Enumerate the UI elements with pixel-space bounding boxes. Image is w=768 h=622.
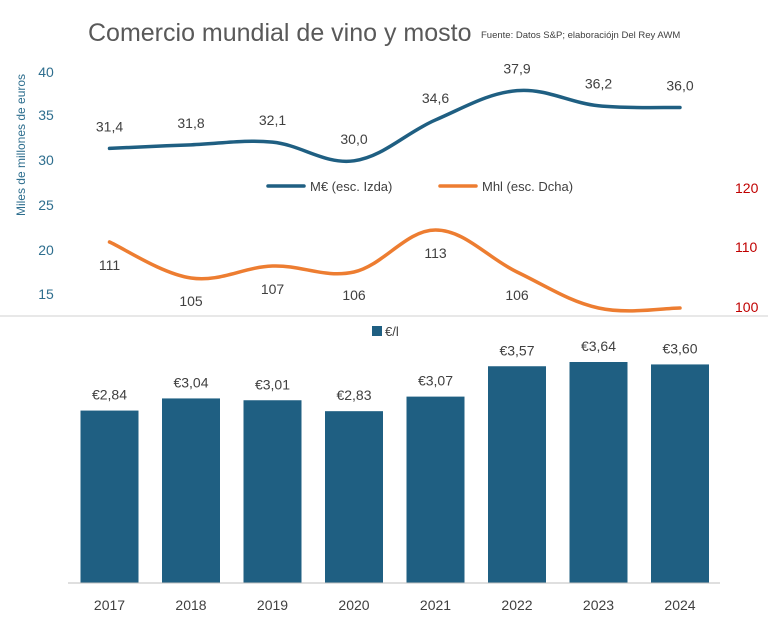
chart-title: Comercio mundial de vino y mosto [88,19,472,47]
bar [243,400,302,583]
left-axis-tick: 20 [38,242,54,258]
eur-data-label: 36,2 [585,76,612,92]
eur-data-label: 34,6 [422,90,449,106]
x-axis-ticks: 2017 2018 2019 2020 2021 2022 2023 2024 [94,597,696,613]
series-eur: 31,4 31,8 32,1 30,0 34,6 37,9 36,2 36,0 [96,61,694,164]
line-legend: M€ (esc. Izda) Mhl (esc. Dcha) [266,179,573,194]
x-axis-tick: 2020 [338,597,369,613]
bar-data-label: €3,57 [499,342,534,358]
left-axis-tick: 15 [38,286,54,302]
right-axis-tick: 110 [735,239,758,255]
right-axis-tick: 120 [735,180,759,196]
eur-data-label: 31,8 [177,115,204,131]
legend-mhl-label: Mhl (esc. Dcha) [482,179,573,194]
chart-source: Fuente: Datos S&P; elaboracióјn Del Rey … [481,30,680,41]
bar [569,362,628,583]
mhl-data-label: 111 [99,257,120,273]
left-axis-tick: 40 [38,64,54,80]
x-axis-tick: 2024 [664,597,695,613]
left-axis-title: Miles de millones de euros [14,74,28,216]
mhl-data-label: 106 [342,287,366,303]
right-axis-tick: 100 [735,299,759,315]
bar [406,396,465,583]
eur-data-label: 31,4 [96,118,123,134]
eur-data-label: 30,0 [340,131,367,147]
bar-data-label: €3,04 [173,374,208,390]
eur-data-label: 32,1 [259,112,286,128]
series-mhl: 111 105 107 106 113 106 [99,228,682,313]
x-axis-tick: 2019 [257,597,288,613]
bar-data-label: €3,01 [255,376,290,392]
x-axis-tick: 2017 [94,597,125,613]
eur-data-label: 36,0 [666,78,693,94]
legend-bar-swatch [372,326,382,336]
bar-series: €2,84 €3,04 €3,01 €2,83 €3,07 €3,57 €3,64 €3,60 [80,338,709,583]
x-axis-tick: 2023 [583,597,614,613]
bar-data-label: €3,60 [662,340,697,356]
left-axis-tick: 35 [38,107,54,123]
eur-line [107,88,682,164]
bar-data-label: €2,84 [92,387,127,403]
left-axis-ticks: 40 35 30 25 20 15 [38,64,54,302]
eur-data-label: 37,9 [503,61,530,77]
bar [162,398,220,583]
mhl-data-label: 113 [424,245,447,261]
bar [80,410,139,583]
mhl-data-label: 107 [261,281,285,297]
x-axis-tick: 2021 [420,597,451,613]
bar-data-label: €3,07 [418,373,453,389]
bar-data-label: €3,64 [581,338,616,354]
x-axis-tick: 2022 [501,597,532,613]
right-axis-ticks: 120 110 100 [735,180,759,315]
left-axis-tick: 30 [38,152,54,168]
bar [488,366,546,583]
mhl-data-label: 106 [505,287,529,303]
bar-legend: €/l [372,324,399,339]
bar [651,364,709,583]
legend-eur-label: M€ (esc. Izda) [310,179,392,194]
mhl-data-label: 105 [179,293,203,309]
x-axis-tick: 2018 [175,597,206,613]
bar [325,411,383,583]
legend-bar-label: €/l [385,324,399,339]
left-axis-tick: 25 [38,197,54,213]
bar-data-label: €2,83 [336,387,371,403]
mhl-line [107,228,682,313]
